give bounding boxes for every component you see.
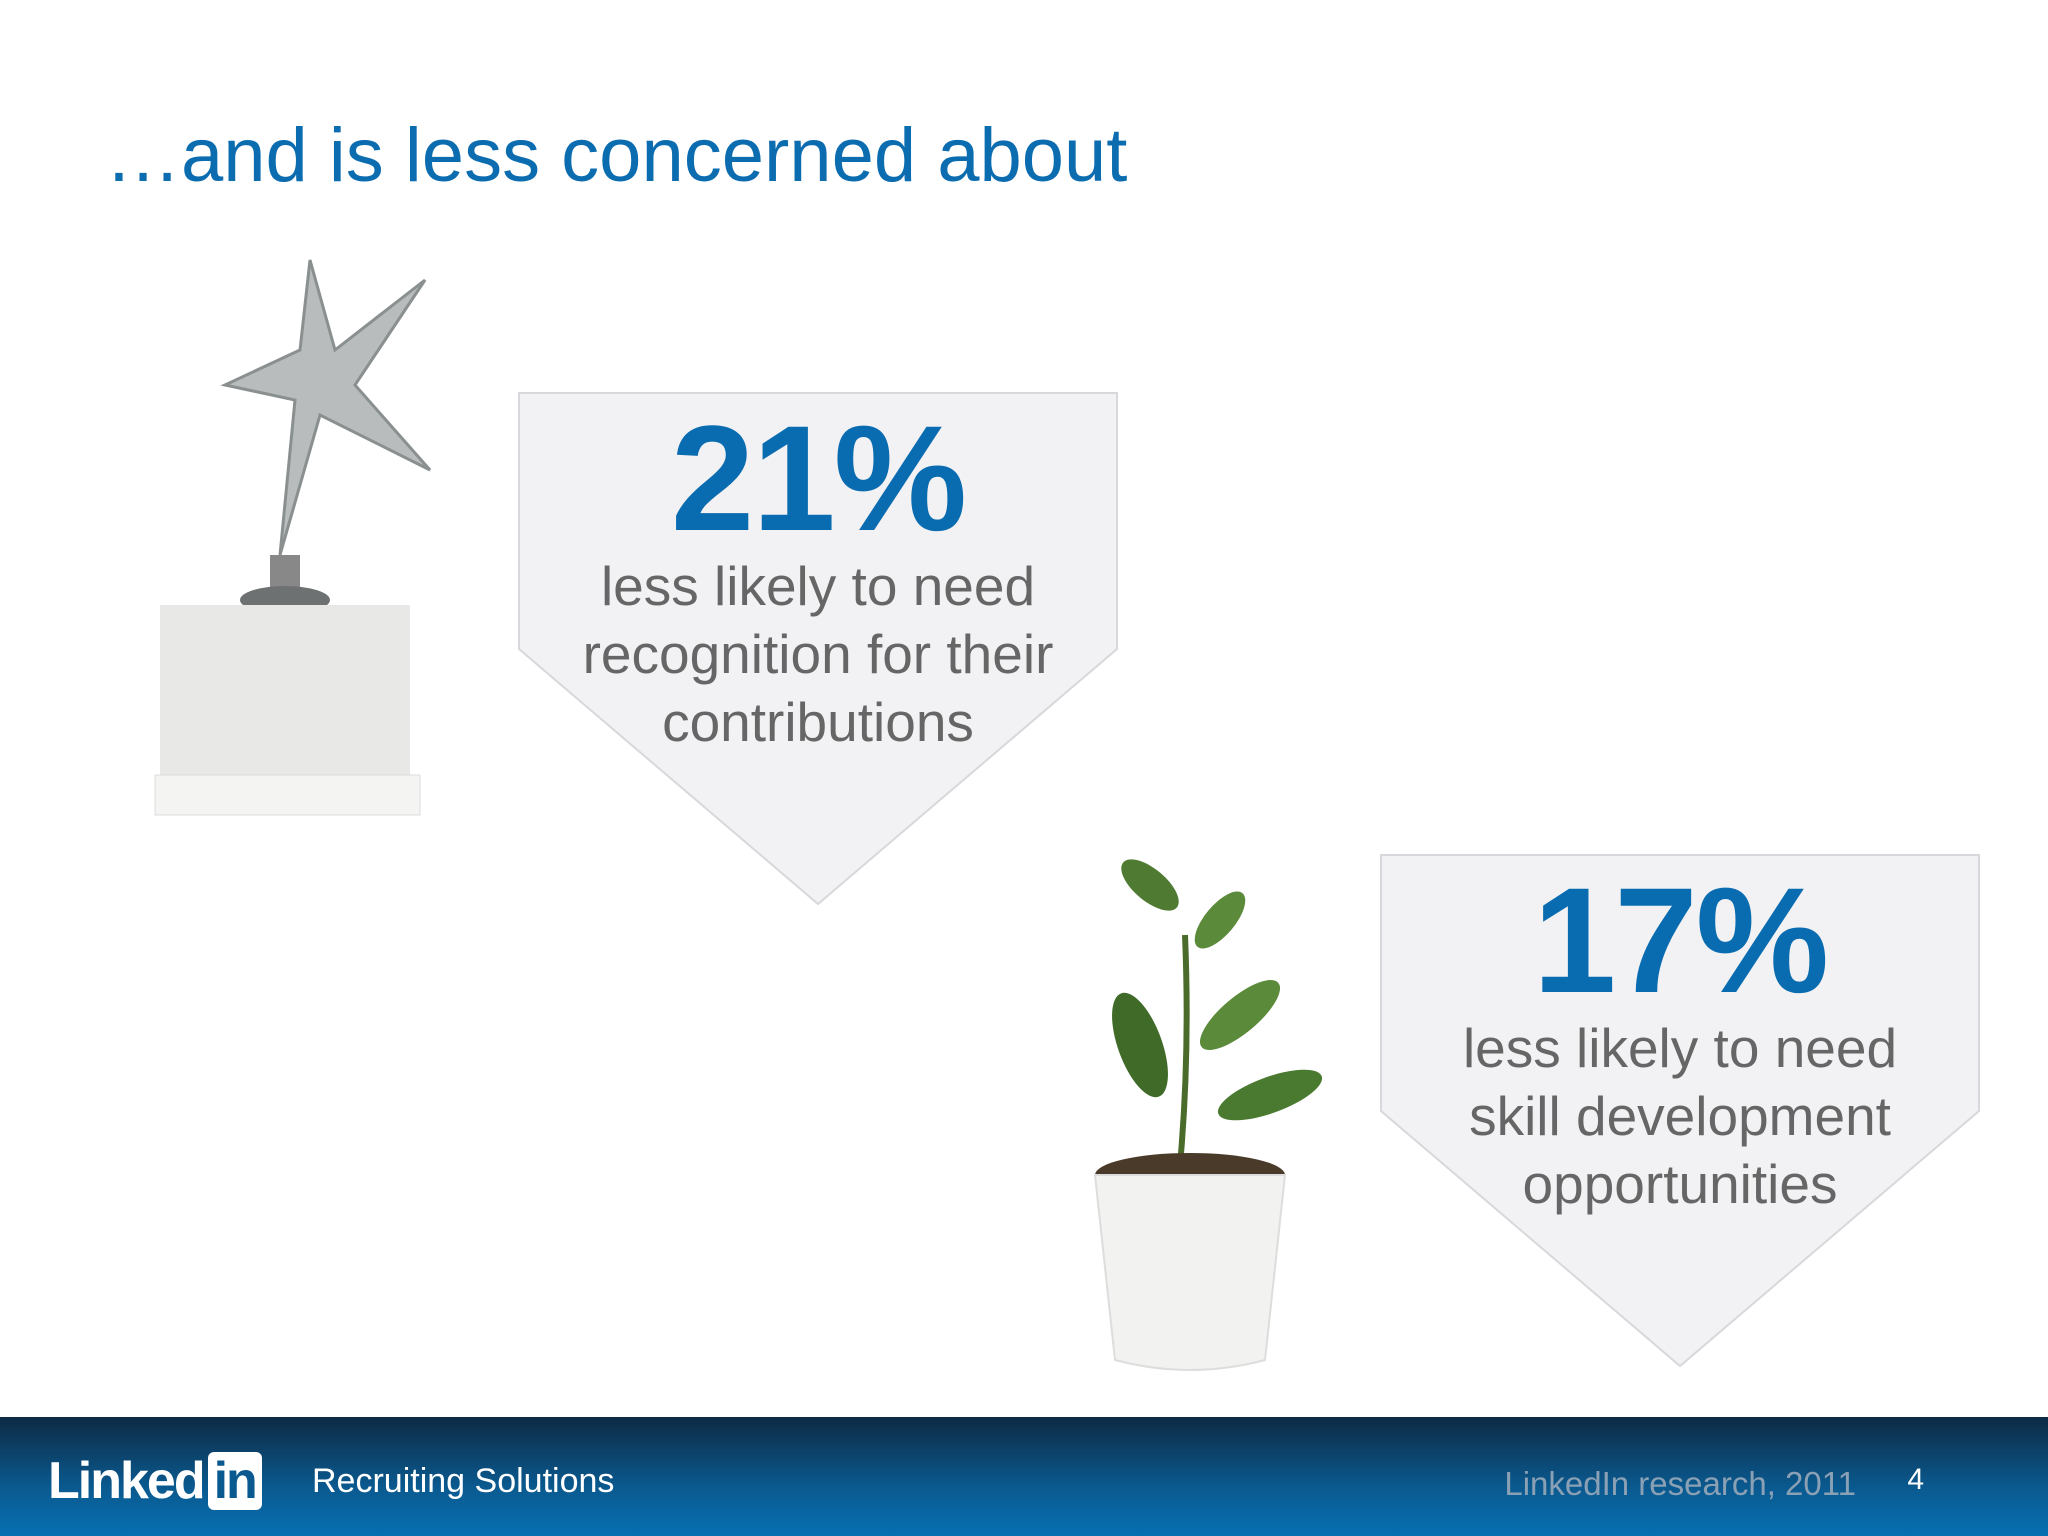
plant-image bbox=[1093, 859, 1323, 1371]
stat-value: 21% bbox=[670, 394, 967, 562]
linkedin-logo: Linked in bbox=[48, 1451, 262, 1511]
stat-line: recognition for their bbox=[582, 623, 1054, 685]
logo-in-box: in bbox=[207, 1452, 262, 1510]
stat-line: less likely to need bbox=[600, 555, 1036, 617]
stat-callout-recognition: 21% less likely to need recognition for … bbox=[518, 392, 1118, 906]
page-number: 4 bbox=[1907, 1463, 1924, 1496]
stat-description: less likely to need skill development op… bbox=[1380, 1014, 1980, 1218]
stat-value: 17% bbox=[1532, 856, 1829, 1024]
stat-line: contributions bbox=[662, 691, 974, 753]
logo-text: Linked bbox=[48, 1452, 206, 1510]
stat-callout-skill-development: 17% less likely to need skill developmen… bbox=[1380, 854, 1980, 1368]
trophy-image bbox=[154, 259, 432, 816]
stat-description: less likely to need recognition for thei… bbox=[518, 552, 1118, 756]
source-note: LinkedIn research, 2011 bbox=[1504, 1465, 1856, 1502]
slide-title: …and is less concerned about bbox=[105, 113, 1128, 198]
footer-bar: Linked in Recruiting Solutions LinkedIn r… bbox=[0, 1417, 2048, 1536]
stat-line: less likely to need bbox=[1462, 1017, 1898, 1079]
footer-subtitle: Recruiting Solutions bbox=[312, 1462, 615, 1500]
stat-line: opportunities bbox=[1522, 1153, 1838, 1215]
stat-line: skill development bbox=[1469, 1085, 1891, 1147]
